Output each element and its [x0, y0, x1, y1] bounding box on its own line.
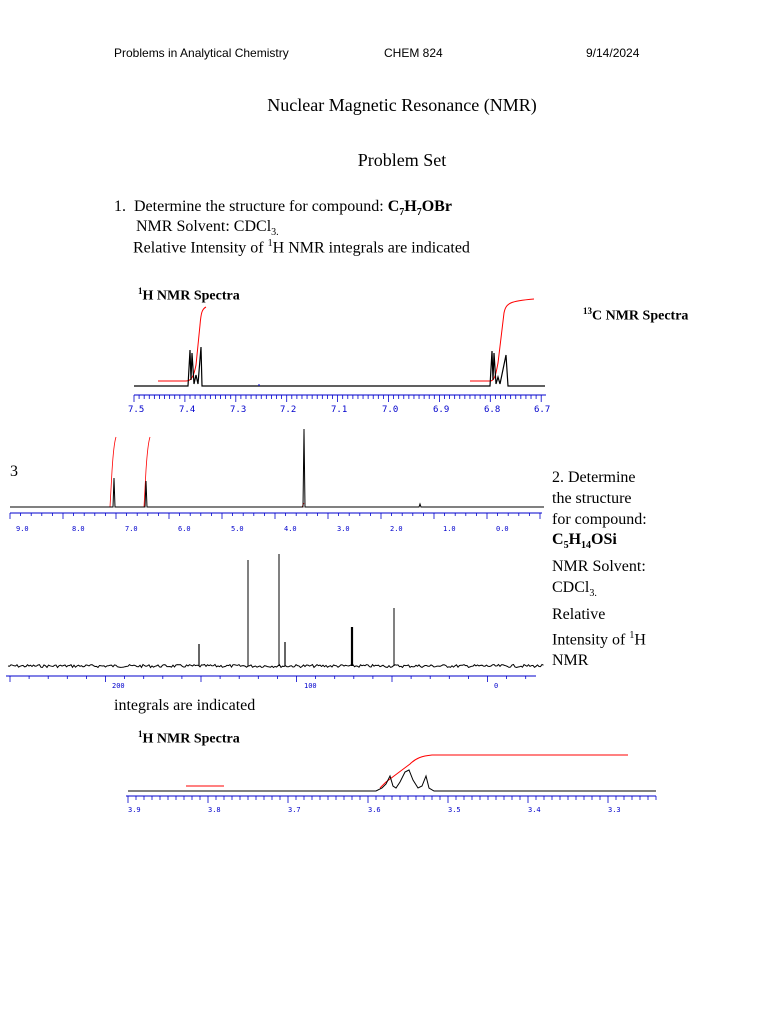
tick-label: 100: [304, 682, 317, 690]
problem1-prompt: 1. Determine the structure for compound:…: [114, 198, 452, 219]
tick-label: 7.4: [179, 405, 195, 415]
page-title: Nuclear Magnetic Resonance (NMR): [267, 95, 537, 115]
tick-label: 3.3: [608, 806, 621, 814]
tick-label: 7.2: [280, 405, 296, 415]
tick-label: 7.1: [331, 405, 347, 415]
tick-label: 9.0: [16, 525, 29, 533]
tick-label: 3.8: [208, 806, 221, 814]
tick-label: 7.0: [125, 525, 138, 533]
tick-label: 3.0: [337, 525, 350, 533]
page-marker: 3: [10, 463, 18, 480]
tick-label: 7.0: [382, 405, 398, 415]
tick-label: 3.7: [288, 806, 301, 814]
tick-label: 0.0: [496, 525, 509, 533]
tick-label: 0: [494, 682, 498, 690]
h-spectrum-label-1: 1H NMR Spectra: [138, 286, 240, 304]
tick-label: 200: [112, 682, 125, 690]
baseline-trace: [134, 346, 545, 387]
tick-label: 3.6: [368, 806, 381, 814]
integral-trace: [470, 298, 535, 382]
c-spectrum-label: 13C NMR Spectra: [583, 306, 689, 324]
page-subtitle: Problem Set: [357, 150, 447, 170]
tick-label: 1.0: [443, 525, 456, 533]
tick-label: 8.0: [72, 525, 85, 533]
h1-full-spectrum: 9.0 8.0 7.0 6.0 5.0 4.0 3.0 2.0 1.0 0.0: [9, 428, 544, 533]
tick-label: 4.0: [284, 525, 297, 533]
c13-spectrum: 200 100 0: [6, 554, 544, 690]
tick-label: 5.0: [231, 525, 244, 533]
tick-label: 7.3: [230, 405, 246, 415]
problem2-formula: C5H14OSi: [552, 531, 617, 552]
h1-expanded-spectrum: 7.5 7.4 7.3 7.2 7.1 7.0 6.9 6.8 6.7: [128, 298, 550, 415]
problem2-prompt: 2. Determine the structure for compound:…: [552, 469, 647, 670]
tick-label: 3.5: [448, 806, 461, 814]
problem2-continued: integrals are indicated: [114, 697, 256, 714]
tick-label: 6.0: [178, 525, 191, 533]
axis-labels: 7.5 7.4 7.3 7.2 7.1 7.0 6.9 6.8 6.7: [128, 405, 550, 415]
problem1-formula: C7H7OBr: [387, 198, 452, 219]
tick-label: 6.7: [534, 405, 550, 415]
tick-label: 7.5: [128, 405, 144, 415]
problem1-intensity: Relative Intensity of 1H NMR integrals a…: [133, 238, 470, 257]
tick-label: 3.4: [528, 806, 541, 814]
course-code: CHEM 824: [384, 46, 443, 60]
integral-trace: [158, 306, 207, 382]
h2-expanded-spectrum: 3.9 3.8 3.7 3.6 3.5 3.4 3.3: [126, 754, 657, 814]
tick-label: 3.9: [128, 806, 141, 814]
tick-label: 6.8: [484, 405, 500, 415]
header-date: 9/14/2024: [586, 46, 640, 60]
h-spectrum-label-2: 1H NMR Spectra: [138, 729, 240, 747]
tick-label: 6.9: [433, 405, 449, 415]
problem1-solvent: NMR Solvent: CDCl3.: [136, 218, 279, 239]
tick-label: 2.0: [390, 525, 403, 533]
course-name: Problems in Analytical Chemistry: [114, 46, 289, 60]
